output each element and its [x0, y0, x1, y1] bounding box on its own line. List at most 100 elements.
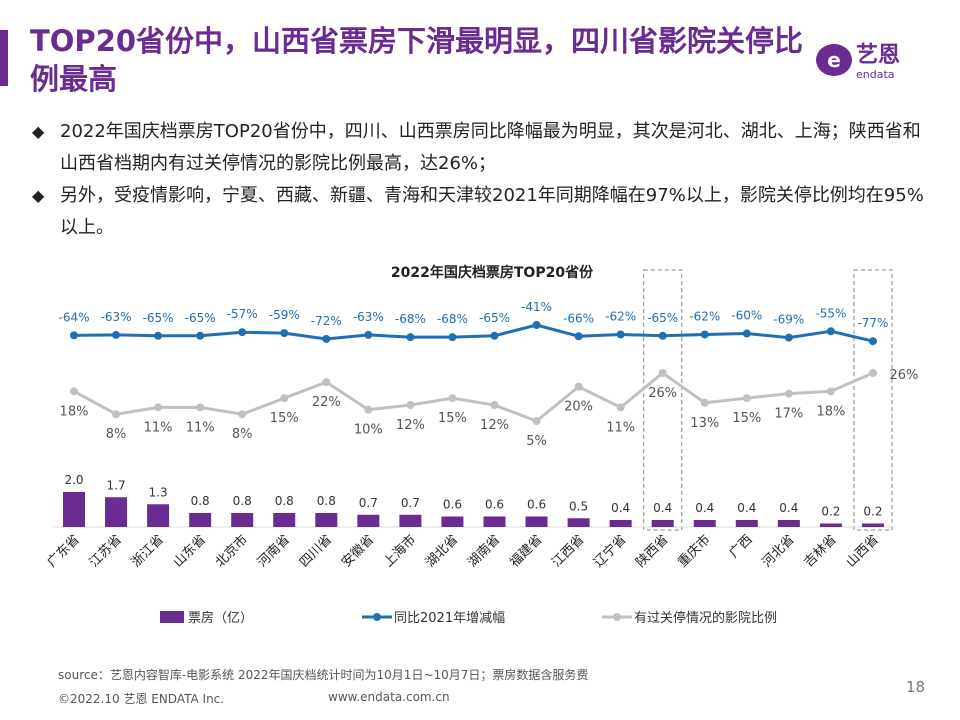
- bar: [819, 523, 842, 527]
- bar-label: 0.6: [527, 498, 546, 512]
- data-point: [196, 331, 205, 340]
- legend-label: 有过关停情况的影院比例: [634, 610, 777, 626]
- data-point: [658, 331, 667, 340]
- category-label: 江西省: [549, 532, 587, 570]
- data-point: [742, 394, 751, 403]
- bar: [777, 520, 800, 527]
- data-point: [616, 403, 625, 412]
- bar: [525, 516, 548, 527]
- bar-label: 0.2: [863, 505, 882, 519]
- series-line: [73, 323, 874, 343]
- data-point: [280, 329, 289, 338]
- chart: 2022年国庆档票房TOP20省份 2.0 1.7 1.3 0.8 0.8 0.8 0.8 0…: [45, 264, 919, 626]
- bullet-item: ◆ 2022年国庆档票房TOP20省份中，四川、山西票房同比降幅最为明显，其次是河…: [32, 116, 932, 180]
- category-label: 湖南省: [464, 532, 503, 571]
- category-label: 安徽省: [339, 532, 377, 570]
- line-label: -41%: [521, 300, 552, 314]
- svg-text:e: e: [827, 48, 841, 72]
- highlight-box: [853, 269, 893, 531]
- data-point: [826, 327, 835, 336]
- data-point: [70, 387, 78, 396]
- website-link[interactable]: www.endata.com.cn: [328, 690, 450, 704]
- bar-label: 0.4: [611, 501, 630, 515]
- category-label: 重庆市: [675, 532, 714, 571]
- summary-bullets: ◆ 2022年国庆档票房TOP20省份中，四川、山西票房同比降幅最为明显，其次是河…: [32, 116, 932, 244]
- bar: [441, 516, 464, 527]
- bar: [735, 520, 758, 527]
- bar-label: 1.3: [149, 485, 168, 499]
- bar-label: 0.8: [275, 494, 294, 508]
- line-label: 5%: [526, 434, 547, 449]
- line-label: 15%: [270, 411, 299, 426]
- data-point: [406, 401, 415, 410]
- data-point: [826, 387, 835, 396]
- line-label: 11%: [186, 420, 215, 435]
- bar-label: 1.7: [107, 478, 126, 492]
- line-label: -65%: [479, 311, 510, 325]
- bar-label: 0.6: [485, 498, 504, 512]
- svg-text:endata: endata: [856, 68, 895, 81]
- line-label: 11%: [144, 420, 173, 435]
- series-line: [73, 371, 874, 423]
- line-label: -55%: [815, 306, 846, 320]
- line-label: 26%: [648, 386, 677, 401]
- chart-title: 2022年国庆档票房TOP20省份: [391, 264, 594, 281]
- line-label: -66%: [563, 311, 594, 325]
- data-point: [448, 394, 457, 403]
- line-label: 17%: [774, 407, 803, 422]
- legend: 票房（亿） 同比2021年增减幅 有过关停情况的影院比例: [160, 610, 777, 626]
- category-label: 四川省: [297, 532, 335, 570]
- bar-label: 0.6: [443, 498, 462, 512]
- line-label: 15%: [438, 411, 467, 426]
- line-label: -65%: [185, 311, 216, 325]
- bar: [63, 492, 85, 527]
- category-label: 陕西省: [633, 532, 671, 570]
- line-label: 18%: [816, 404, 845, 419]
- category-label: 北京市: [212, 532, 251, 571]
- line-label: 10%: [354, 423, 383, 438]
- category-label: 辽宁省: [591, 532, 630, 571]
- data-point: [154, 331, 163, 340]
- line-label: 20%: [564, 400, 593, 415]
- data-point: [238, 410, 247, 419]
- line-label: -68%: [437, 312, 468, 326]
- line-label: -62%: [689, 309, 720, 323]
- data-point: [280, 394, 289, 403]
- data-point: [532, 417, 541, 426]
- data-point: [616, 330, 625, 339]
- data-point: [406, 333, 415, 342]
- bar: [567, 518, 590, 527]
- bar: [861, 523, 884, 527]
- svg-text:艺恩: 艺恩: [856, 42, 900, 68]
- bar-label: 0.8: [233, 494, 252, 508]
- bar-label: 0.8: [191, 494, 210, 508]
- endata-logo: e 艺恩 endata: [812, 36, 932, 86]
- data-point: [112, 330, 121, 339]
- line-label: -64%: [58, 310, 89, 324]
- bar-label: 0.4: [737, 501, 756, 515]
- bar-label: 0.4: [695, 501, 714, 515]
- data-point: [238, 328, 247, 337]
- category-label: 山东省: [171, 532, 209, 570]
- highlight-box: [643, 269, 683, 531]
- data-point: [658, 369, 667, 377]
- data-point: [490, 401, 499, 410]
- line-label: 11%: [606, 420, 635, 435]
- line-label: 12%: [480, 418, 509, 433]
- bar: [273, 513, 296, 527]
- category-label: 广东省: [45, 532, 83, 570]
- legend-label: 同比2021年增减幅: [394, 611, 505, 626]
- line-label: -63%: [101, 310, 132, 324]
- bar: [399, 514, 422, 527]
- line-label: 12%: [396, 418, 425, 433]
- line-label: -65%: [143, 311, 174, 325]
- bar: [315, 513, 338, 527]
- page-number: 18: [906, 678, 926, 696]
- diamond-icon: ◆: [32, 122, 45, 141]
- bar: [231, 513, 254, 527]
- data-point: [574, 332, 583, 341]
- category-label: 河北省: [759, 532, 797, 570]
- bar-label: 0.5: [569, 499, 588, 513]
- bar-label: 0.7: [359, 496, 378, 510]
- title-accent-bar: [0, 30, 8, 86]
